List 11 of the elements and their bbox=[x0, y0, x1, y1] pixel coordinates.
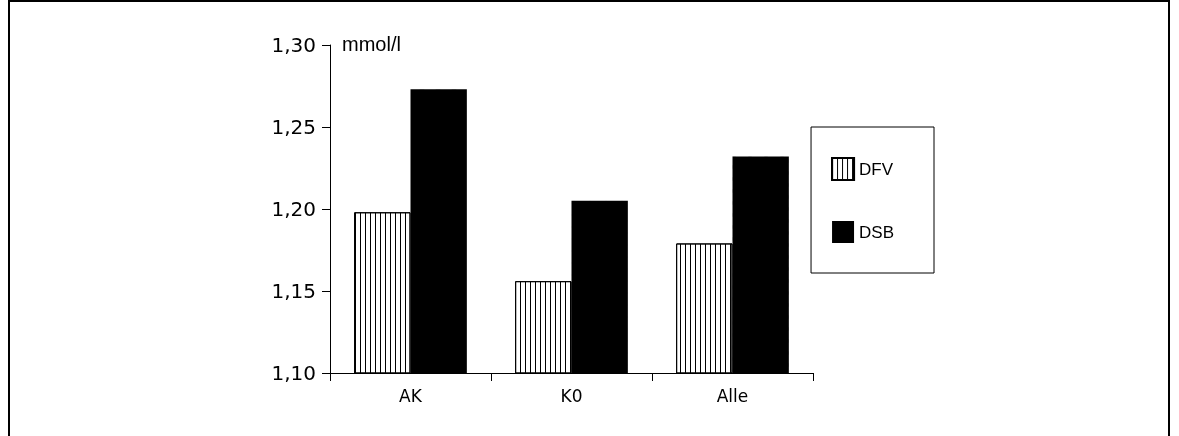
legend-label: DSB bbox=[859, 222, 895, 242]
y-tick-label: 1,20 bbox=[271, 197, 316, 221]
y-tick-label: 1,30 bbox=[271, 33, 316, 57]
legend-label: DFV bbox=[859, 159, 894, 179]
y-tick-label: 1,10 bbox=[271, 361, 316, 385]
y-tick-label: 1,25 bbox=[271, 115, 316, 139]
x-tick-label: K0 bbox=[560, 385, 583, 406]
x-tick-label: AK bbox=[399, 385, 423, 406]
y-axis-title: mmol/l bbox=[342, 33, 401, 55]
x-tick-label: Alle bbox=[716, 385, 749, 406]
y-tick-label: 1,15 bbox=[271, 279, 316, 303]
